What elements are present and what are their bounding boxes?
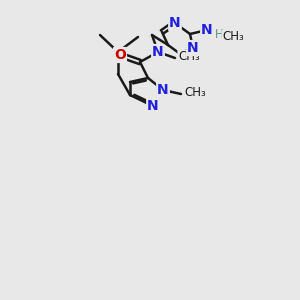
Text: N: N bbox=[147, 99, 159, 113]
Text: N: N bbox=[157, 83, 169, 97]
Text: N: N bbox=[201, 23, 213, 37]
Text: CH₃: CH₃ bbox=[178, 50, 200, 64]
Text: N: N bbox=[152, 45, 164, 59]
Text: N: N bbox=[187, 41, 199, 55]
Text: CH₃: CH₃ bbox=[184, 86, 206, 100]
Text: H: H bbox=[215, 28, 224, 41]
Text: CH₃: CH₃ bbox=[222, 31, 244, 44]
Text: N: N bbox=[169, 16, 181, 30]
Text: O: O bbox=[114, 48, 126, 62]
